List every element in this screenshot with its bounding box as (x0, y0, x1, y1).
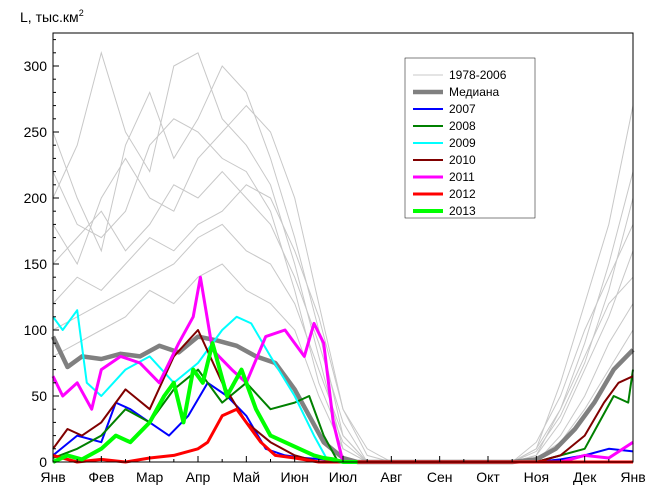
y-axis-label-main: L, тыс.км (20, 9, 79, 25)
historical-line-7 (52, 118, 634, 463)
y-tick-label: 300 (24, 58, 48, 74)
historical-line-1 (52, 65, 634, 463)
legend-label: 2010 (449, 153, 476, 167)
legend-label: 2008 (449, 119, 476, 133)
x-tick-label: Дек (573, 469, 597, 485)
legend-label: 2011 (449, 170, 475, 184)
legend-label: 2007 (449, 102, 476, 116)
legend-box (404, 57, 536, 219)
y-tick-label: 250 (24, 124, 48, 140)
x-tick-label: Ноя (524, 469, 549, 485)
x-tick-label: Мар (136, 469, 164, 485)
legend-label: 2012 (449, 187, 476, 201)
historical-line-4 (52, 170, 634, 463)
x-axis: Янв Фев Мар Апр Май Июн Июл Авг Сен Окт Ноя Дек Янв (40, 456, 646, 485)
x-tick-label: Янв (620, 469, 645, 485)
x-tick-label: Июн (281, 469, 309, 485)
y-axis-label: L, тыс.км2 (20, 8, 84, 25)
y-tick-label: 200 (24, 190, 48, 206)
y-axis-label-superscript: 2 (79, 8, 84, 18)
legend-label: 1978-2006 (449, 68, 507, 82)
historical-line-5 (52, 184, 634, 463)
x-tick-label: Окт (476, 469, 500, 485)
x-tick-label: Апр (186, 469, 211, 485)
series-line-2009 (52, 309, 537, 463)
legend-label: Медиана (449, 85, 500, 99)
x-tick-label: Авг (380, 469, 402, 485)
x-tick-label: Июл (329, 469, 357, 485)
legend-label: 2009 (449, 136, 476, 150)
legend: 1978-2006 Медиана 2007 2008 2009 2010 2011 2012… (404, 57, 536, 219)
x-tick-label: Май (233, 469, 260, 485)
historical-line-2 (52, 50, 634, 463)
x-tick-label: Фев (88, 469, 114, 485)
y-tick-label: 0 (39, 454, 47, 470)
x-tick-label: Сен (427, 469, 453, 485)
x-tick-label: Янв (40, 469, 65, 485)
historical-line-3 (52, 104, 634, 463)
legend-label: 2013 (449, 204, 476, 218)
y-tick-label: 50 (31, 388, 47, 404)
historical-line-6 (52, 223, 634, 463)
historical-line-8 (52, 263, 634, 463)
y-axis: 0 50 100 150 200 250 300 (24, 39, 59, 470)
y-tick-label: 100 (24, 322, 48, 338)
series-line-Медиана (50, 334, 635, 465)
series-line-2008 (52, 368, 634, 463)
series-line-2013 (52, 341, 358, 464)
series-line-2007 (52, 381, 634, 463)
y-tick-label: 150 (24, 256, 48, 272)
